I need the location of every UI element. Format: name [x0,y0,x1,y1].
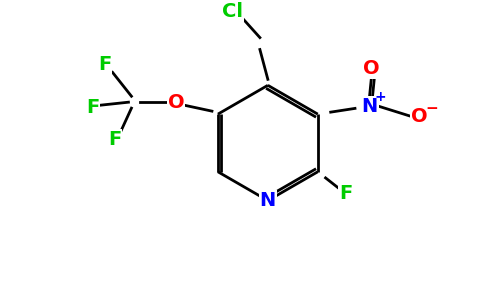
Text: Cl: Cl [222,2,242,21]
Text: N: N [362,97,378,116]
Text: F: F [339,184,352,203]
Text: −: − [426,101,439,116]
Text: F: F [98,55,111,74]
Text: N: N [260,191,276,210]
Text: O: O [168,93,184,112]
Text: O: O [363,59,380,78]
Text: F: F [108,130,121,149]
Text: F: F [86,98,99,117]
Text: O: O [411,106,427,126]
Text: +: + [375,90,386,104]
